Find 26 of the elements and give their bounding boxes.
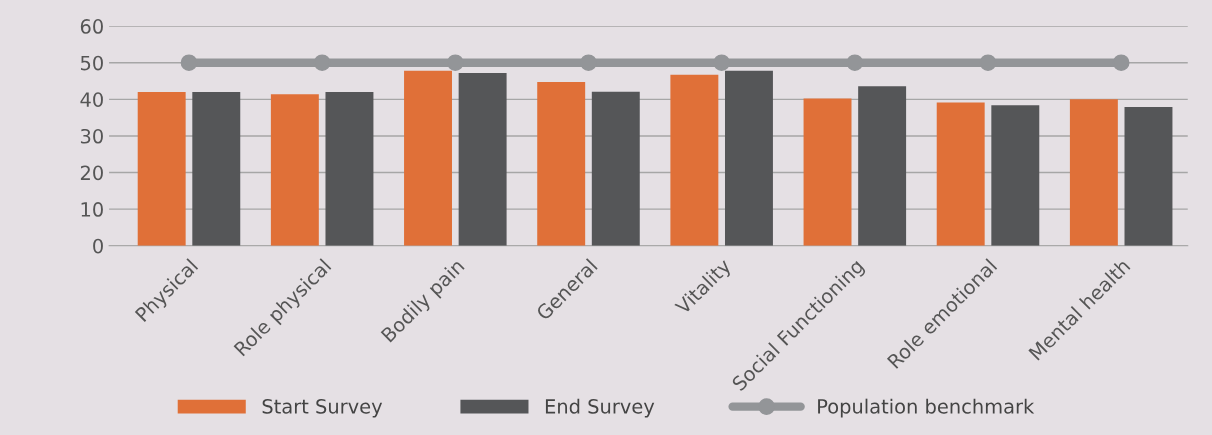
bar [404,70,452,246]
bar [1124,107,1173,246]
bar [1069,99,1118,246]
bar [858,86,907,246]
y-tick-label: 20 [80,165,103,181]
y-tick-label: 30 [80,128,103,144]
bar [991,105,1040,246]
bar [537,82,586,246]
bar [803,98,852,246]
legend-label: Population benchmark [818,398,1035,418]
legend-label: Start Survey [262,399,383,418]
bar [325,92,374,246]
y-tick-label: 50 [80,55,103,71]
bar [591,91,640,246]
y-tick-label: 60 [80,19,103,34]
bar [137,92,186,246]
legend-label: End Survey [545,398,655,418]
y-tick-label: 10 [81,202,103,217]
y-tick-label: 40 [80,92,103,107]
bar [936,102,985,246]
bar [458,72,507,246]
bar [724,70,773,246]
bar [670,74,719,246]
y-tick-label: 0 [93,238,103,254]
bar [270,94,319,246]
bar [192,92,241,246]
